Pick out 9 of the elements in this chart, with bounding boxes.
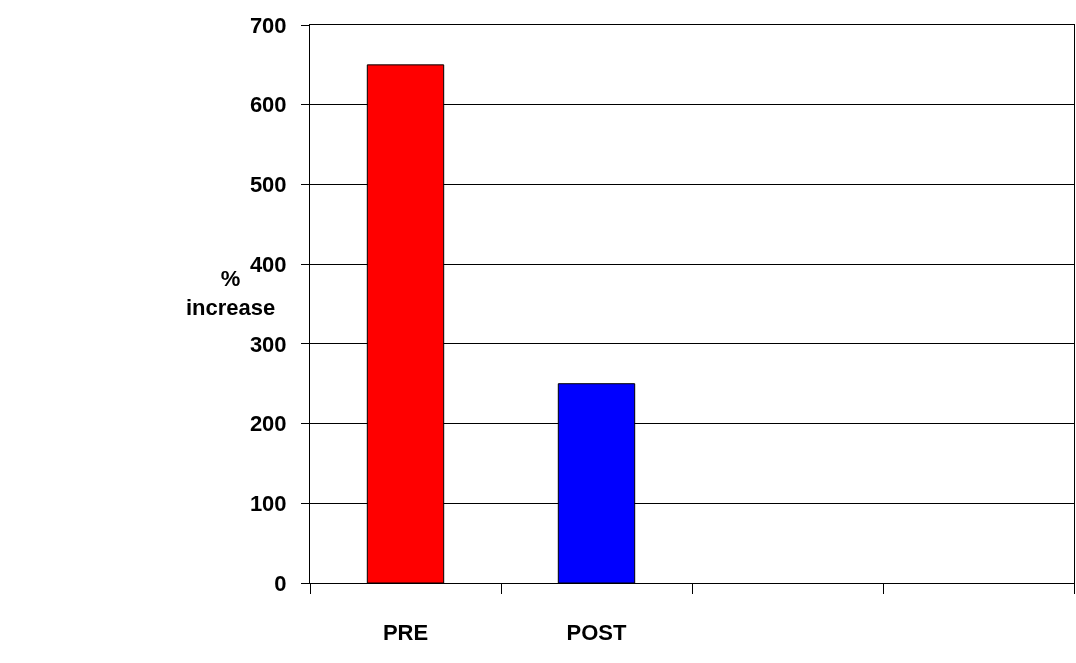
x-tick-label: POST <box>566 620 628 646</box>
y-tick-label: 200 <box>249 411 287 437</box>
y-tick-label: 500 <box>249 172 287 198</box>
y-tick-label: 700 <box>249 12 287 38</box>
y-tick-label: 600 <box>249 92 287 118</box>
y-tick-label: 100 <box>249 490 287 516</box>
y-tick-label: 0 <box>274 570 287 596</box>
x-tick-label: PRE <box>382 620 429 646</box>
y-tick-label: 300 <box>249 331 287 357</box>
